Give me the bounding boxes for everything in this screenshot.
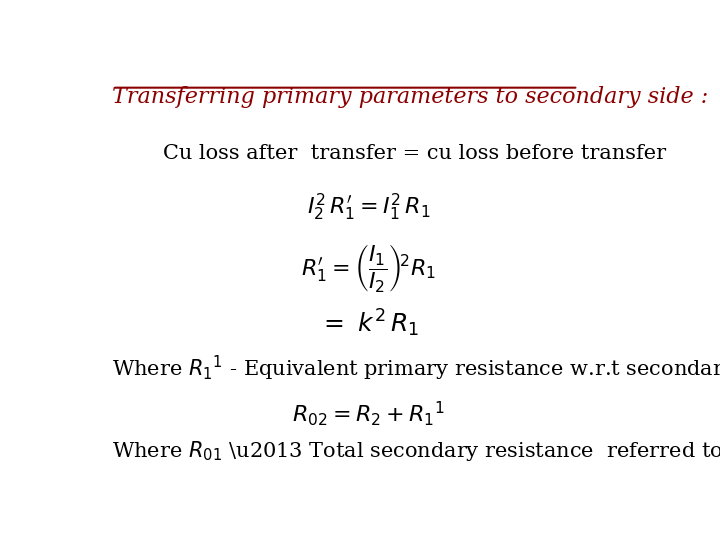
Text: $I_2^2\, R_1^{\prime} = I_1^2\, R_1$: $I_2^2\, R_1^{\prime} = I_1^2\, R_1$ [307, 192, 431, 223]
Text: Transferring primary parameters to secondary side :: Transferring primary parameters to secon… [112, 85, 708, 107]
Text: $=\ k^2\, R_1$: $=\ k^2\, R_1$ [319, 308, 419, 340]
Text: $R_1^{\prime} = \left(\dfrac{I_1}{I_2}\right)^{\!2} R_1$: $R_1^{\prime} = \left(\dfrac{I_1}{I_2}\r… [302, 241, 436, 294]
Text: Where $R_{01}$ \u2013 Total secondary resistance  referred to primary: Where $R_{01}$ \u2013 Total secondary re… [112, 439, 720, 463]
Text: Cu loss after  transfer = cu loss before transfer: Cu loss after transfer = cu loss before … [163, 144, 666, 163]
Text: Where $R_1{}^{1}$ - Equivalent primary resistance w.r.t secondary: Where $R_1{}^{1}$ - Equivalent primary r… [112, 354, 720, 383]
Text: $R_{02} = R_2 + R_1{}^{1}$: $R_{02} = R_2 + R_1{}^{1}$ [292, 400, 446, 428]
